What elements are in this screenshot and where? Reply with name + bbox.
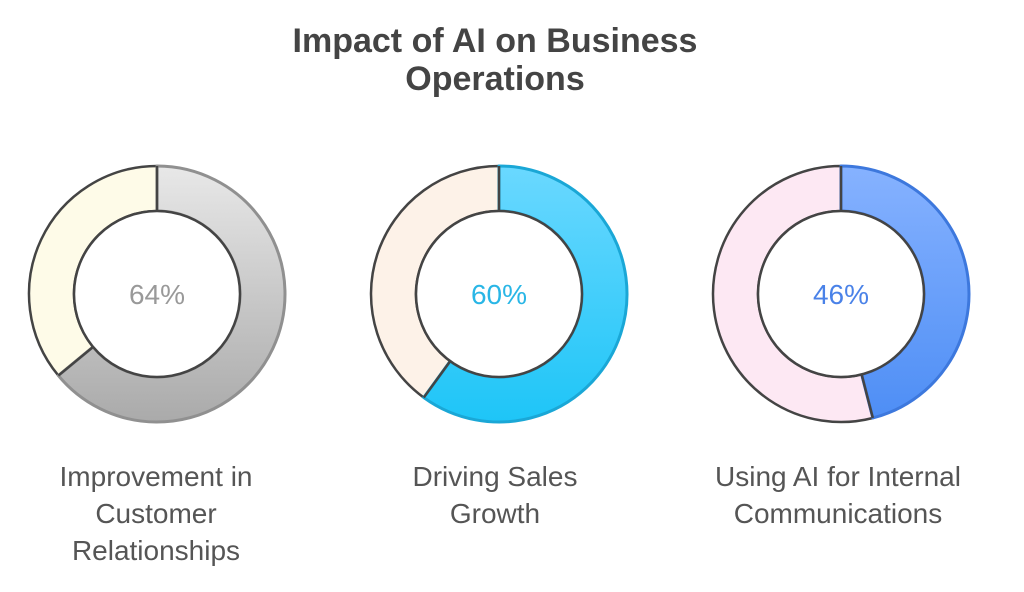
- chart-title: Impact of AI on Business Operations: [0, 22, 990, 98]
- donut-hole: [72, 209, 242, 379]
- segment-divider: [422, 360, 452, 399]
- caption-line: Using AI for Internal: [715, 461, 961, 492]
- chart-title-line-1: Impact of AI on Business: [292, 22, 698, 60]
- caption-line: Customer: [95, 498, 217, 529]
- caption-internal-communications: Using AI for Internal Communications: [678, 458, 998, 532]
- chart-title-line-2: Operations: [405, 60, 585, 98]
- caption-sales-growth: Driving Sales Growth: [335, 458, 655, 532]
- caption-line: Growth: [449, 498, 541, 529]
- donut-internal-communications: 46%: [711, 164, 971, 424]
- donut-sales-growth: 60%: [369, 164, 629, 424]
- caption-customer-relationships: Improvement in Customer Relationships: [0, 458, 316, 569]
- donut-customer-relationships: 64%: [27, 164, 287, 424]
- caption-line: Improvement in: [59, 461, 253, 492]
- percentage-label: 64%: [129, 279, 185, 310]
- caption-line: Driving Sales: [412, 461, 578, 492]
- segment-divider: [860, 374, 875, 419]
- percentage-label: 60%: [471, 279, 527, 310]
- caption-line: Communications: [733, 498, 943, 529]
- donut-hole: [756, 209, 926, 379]
- percentage-label: 46%: [813, 279, 869, 310]
- segment-divider: [57, 345, 94, 377]
- caption-line: Relationships: [71, 535, 241, 566]
- donut-hole: [414, 209, 584, 379]
